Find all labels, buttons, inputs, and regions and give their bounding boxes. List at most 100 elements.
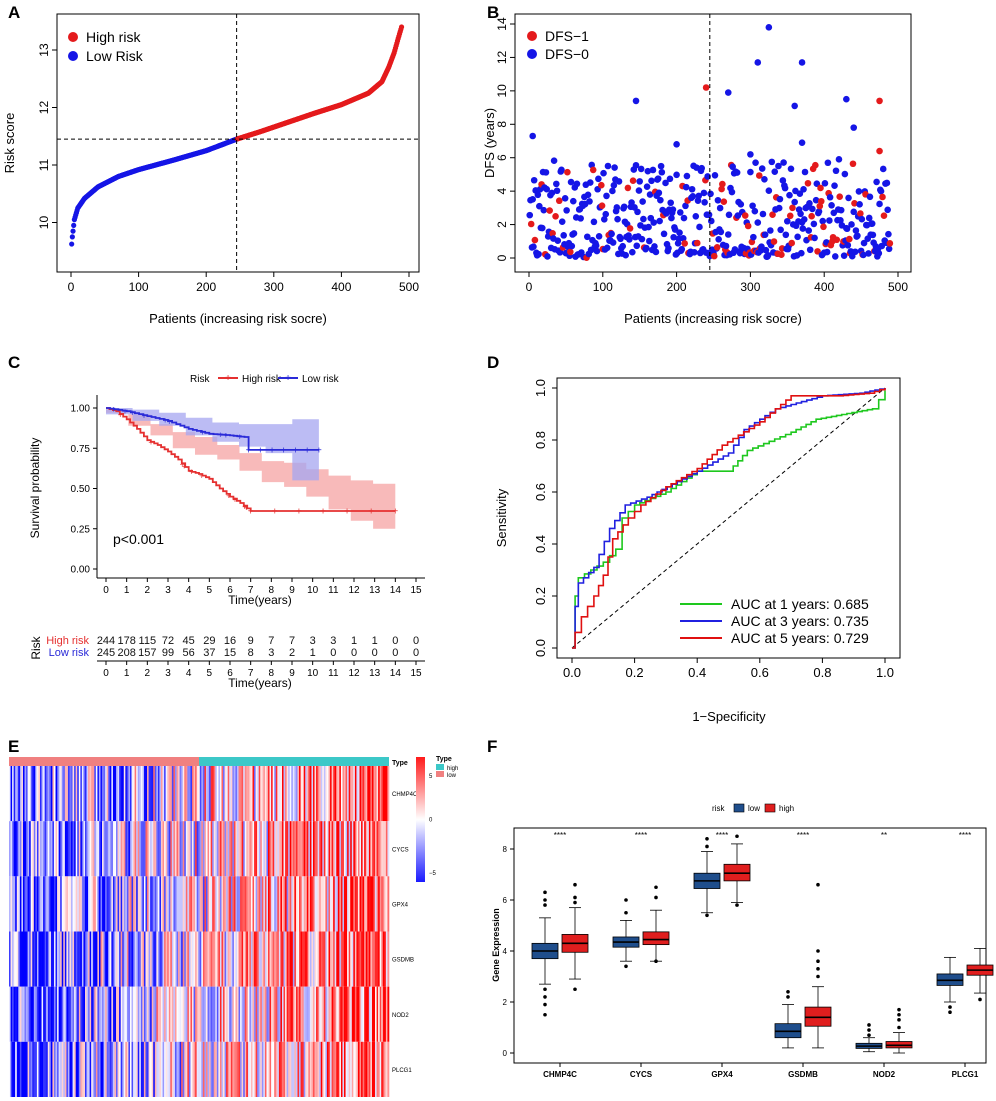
heatmap-cell: [38, 766, 41, 822]
heatmap-cell: [173, 986, 176, 1042]
heatmap-cell: [24, 931, 27, 987]
dfs-point: [879, 165, 887, 173]
heatmap-cell: [184, 876, 187, 932]
heatmap-cell: [325, 766, 328, 822]
dfs-point: [638, 235, 646, 243]
heatmap-cell: [176, 1041, 179, 1097]
heatmap-cell: [313, 766, 315, 822]
dfs-point: [660, 230, 668, 238]
box-outlier: [897, 1025, 901, 1030]
dfs-point: [569, 197, 577, 205]
heatmap-cell: [365, 766, 368, 822]
heatmap-cell: [237, 931, 239, 987]
heatmap-cell: [153, 821, 156, 877]
heatmap-cell: [159, 986, 162, 1042]
heatmap-cell: [15, 766, 18, 822]
heatmap-cell: [353, 1041, 356, 1097]
heatmap-cell: [230, 876, 233, 932]
heatmap-cell: [178, 876, 180, 932]
heatmap-cell: [244, 986, 247, 1042]
heatmap-cell: [184, 766, 187, 822]
heatmap-cell: [109, 931, 112, 987]
heatmap-cell: [196, 931, 199, 987]
dfs-point: [584, 233, 591, 241]
d-ytick-label: 0.0: [533, 639, 548, 657]
dfs-point: [544, 253, 551, 260]
heatmap-cell: [22, 986, 25, 1042]
dfs-point: [707, 217, 715, 225]
box-outlier: [543, 1012, 547, 1017]
heatmap-cell: [60, 766, 63, 822]
heatmap-cell: [202, 821, 205, 877]
heatmap-cell: [303, 1041, 306, 1097]
heatmap-cell: [361, 1041, 363, 1097]
heatmap-cell: [81, 1041, 84, 1097]
risk-table-row-high-name: High risk: [46, 635, 89, 647]
dfs-point: [688, 185, 696, 193]
heatmap-cell: [250, 1041, 253, 1097]
heatmap-cell: [63, 986, 66, 1042]
heatmap-cell: [325, 1041, 328, 1097]
heatmap-cell: [10, 766, 13, 822]
heatmap-cell: [257, 821, 260, 877]
heatmap-cell: [227, 821, 230, 877]
heatmap-cell: [283, 766, 286, 822]
risk-table-xlabel: Time(years): [228, 676, 292, 690]
heatmap-cell: [387, 1041, 390, 1097]
box-outlier: [867, 1023, 871, 1027]
heatmap-cell: [190, 1041, 193, 1097]
heatmap-cell: [168, 766, 171, 822]
heatmap-cell: [185, 1041, 188, 1097]
heatmap-cell: [46, 986, 49, 1042]
dfs-point: [718, 185, 725, 193]
panel-b-ylabel: DFS (years): [482, 108, 497, 178]
heatmap-cell: [309, 821, 312, 877]
heatmap-cell: [269, 876, 272, 932]
dfs-point: [776, 195, 784, 203]
heatmap-cell: [55, 821, 58, 877]
heatmap-cell: [370, 876, 373, 932]
heatmap-cell: [181, 821, 184, 877]
heatmap-cell: [201, 931, 204, 987]
heatmap-cell: [384, 1041, 387, 1097]
dfs-point: [770, 238, 778, 245]
heatmap-cell: [250, 931, 253, 987]
heatmap-cell: [108, 766, 111, 822]
heatmap-cell: [306, 1041, 309, 1097]
heatmap-cell: [249, 821, 252, 877]
dfs-point: [724, 89, 732, 96]
dfs-point: [794, 233, 801, 241]
heatmap-cell: [209, 931, 211, 987]
a-ytick-label: 12: [37, 101, 51, 115]
heatmap-cell: [181, 1041, 184, 1097]
heatmap-cell: [264, 931, 267, 987]
heatmap-cell: [75, 986, 78, 1042]
heatmap-cell: [281, 821, 284, 877]
heatmap-cell: [257, 876, 260, 932]
km-low-censor-mark: +: [304, 445, 310, 456]
heatmap-cell: [299, 1041, 301, 1097]
dfs-point: [593, 247, 601, 255]
dfs-point: [876, 200, 883, 208]
heatmap-cell: [9, 766, 11, 822]
heatmap-cell: [274, 821, 277, 877]
heatmap-cell: [58, 876, 61, 932]
heatmap-cell: [295, 1041, 298, 1097]
heatmap-cell: [229, 766, 232, 822]
heatmap-cell: [336, 821, 339, 877]
heatmap-cell: [97, 821, 100, 877]
heatmap-cell: [142, 931, 145, 987]
heatmap-cell: [86, 876, 89, 932]
heatmap-cell: [126, 986, 129, 1042]
heatmap-cell: [367, 766, 370, 822]
dfs-point: [843, 95, 850, 103]
heatmap-cell: [359, 766, 362, 822]
heatmap-cell: [250, 986, 253, 1042]
heatmap-cell: [139, 821, 142, 877]
heatmap-cell: [271, 931, 273, 987]
dfs-point: [744, 222, 752, 230]
dfs-point: [771, 168, 779, 175]
heatmap-cell: [364, 876, 367, 932]
heatmap-cell: [241, 931, 244, 987]
heatmap-cell: [209, 986, 211, 1042]
